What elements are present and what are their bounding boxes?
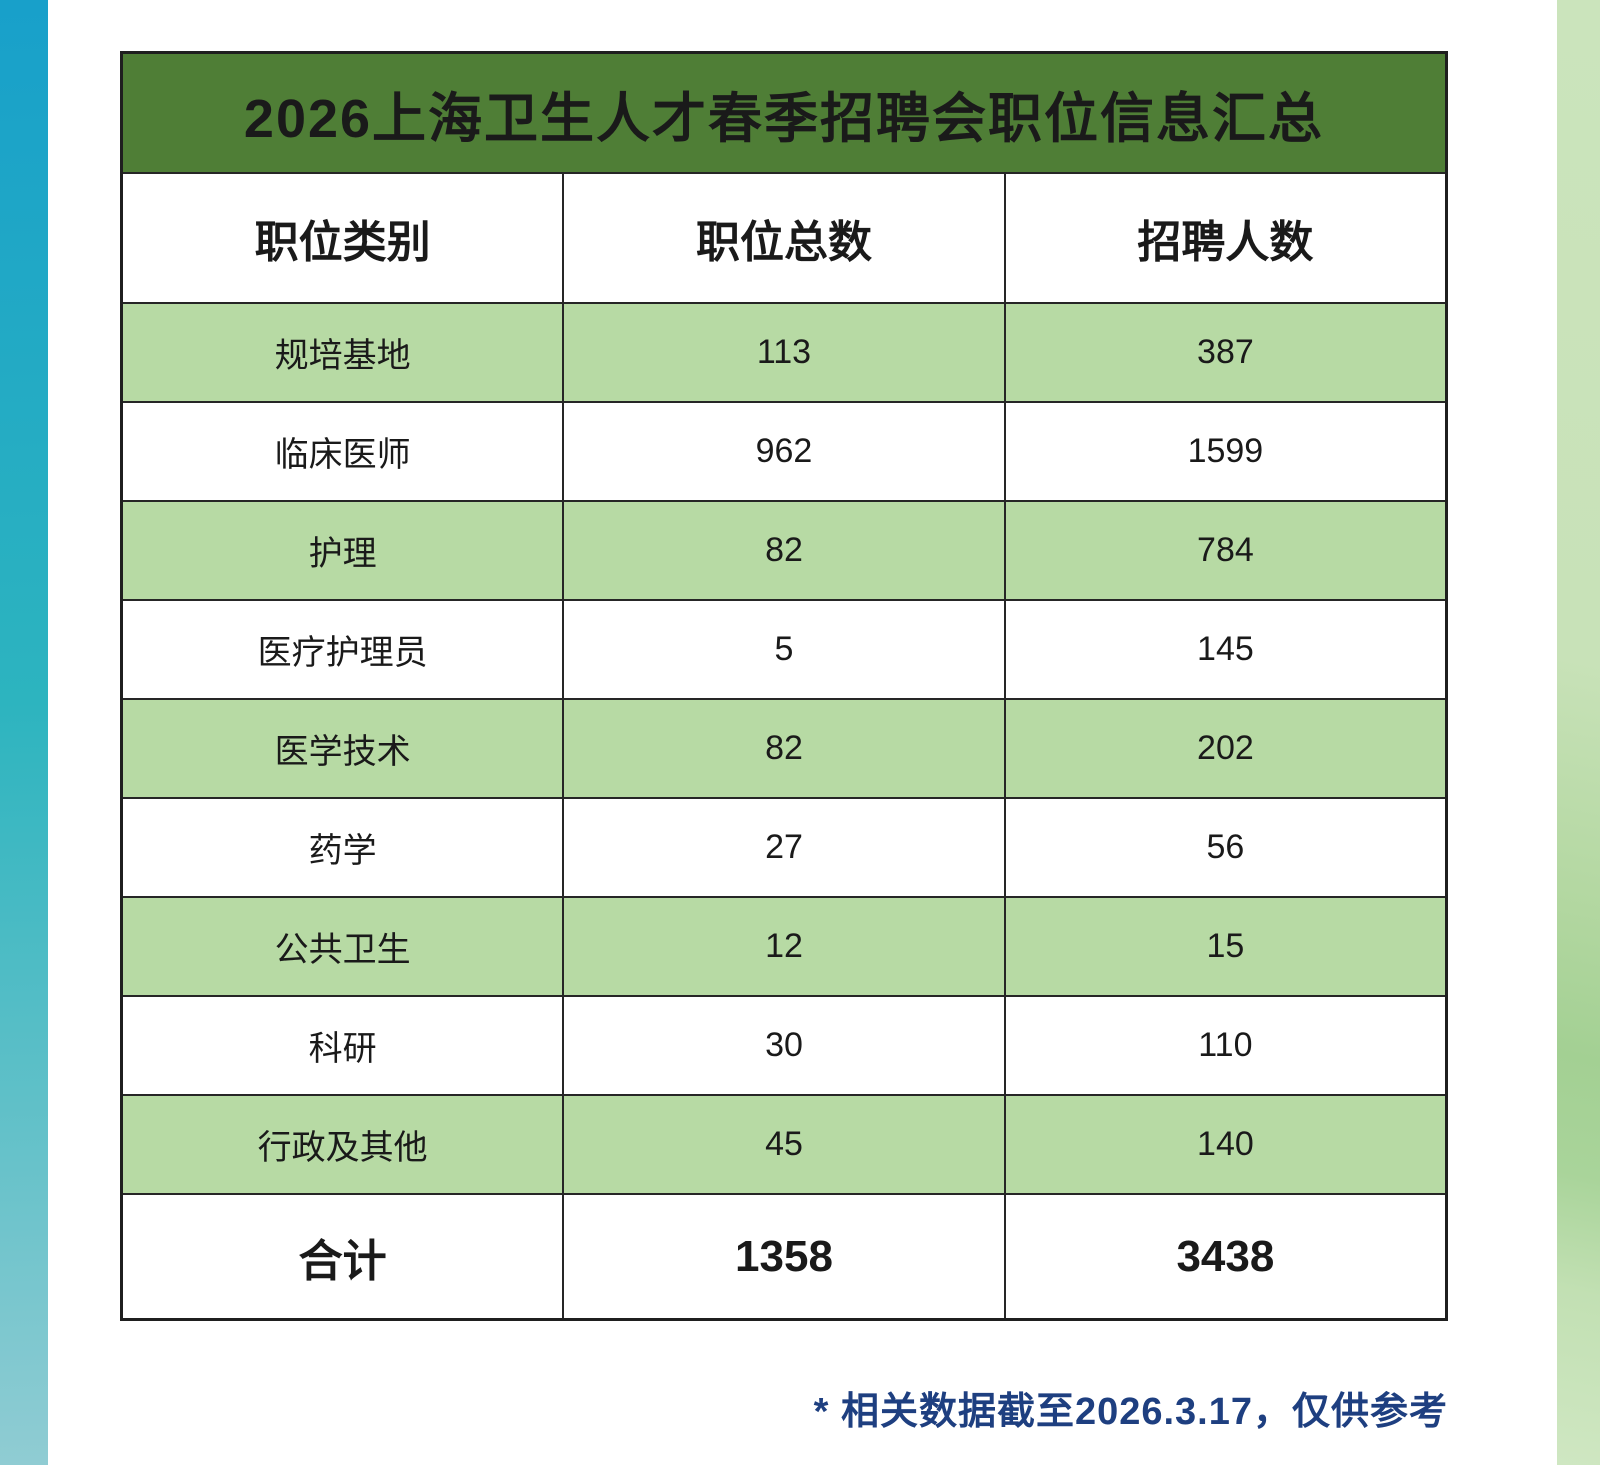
table-row: 药学 27 56	[120, 797, 1448, 898]
table-row: 科研 30 110	[120, 995, 1448, 1096]
table-row: 公共卫生 12 15	[120, 896, 1448, 997]
cell-recruits: 15	[1003, 896, 1448, 997]
data-cutoff-footnote: * 相关数据截至2026.3.17，仅供参考	[813, 1391, 1448, 1433]
column-header-recruits: 招聘人数	[1003, 172, 1448, 304]
table-row: 临床医师 962 1599	[120, 401, 1448, 502]
cell-positions: 12	[562, 896, 1006, 997]
cell-recruits: 110	[1003, 995, 1448, 1096]
table-row: 行政及其他 45 140	[120, 1094, 1448, 1195]
cell-recruits: 140	[1003, 1094, 1448, 1195]
title-bar: 2026上海卫生人才春季招聘会职位信息汇总	[120, 51, 1448, 174]
right-gradient-strip	[1557, 0, 1600, 1465]
cell-category: 公共卫生	[120, 896, 565, 997]
cell-category: 规培基地	[120, 302, 565, 403]
cell-category: 医疗护理员	[120, 599, 565, 700]
cell-positions: 27	[562, 797, 1006, 898]
total-positions: 1358	[562, 1193, 1006, 1321]
page-title: 2026上海卫生人才春季招聘会职位信息汇总	[120, 51, 1448, 174]
cell-category: 医学技术	[120, 698, 565, 799]
recruitment-summary-table: 2026上海卫生人才春季招聘会职位信息汇总 职位类别 职位总数 招聘人数 规培基…	[120, 51, 1448, 1321]
cell-positions: 82	[562, 500, 1006, 601]
table-row: 规培基地 113 387	[120, 302, 1448, 403]
cell-recruits: 145	[1003, 599, 1448, 700]
cell-recruits: 387	[1003, 302, 1448, 403]
cell-recruits: 56	[1003, 797, 1448, 898]
table-row: 医疗护理员 5 145	[120, 599, 1448, 700]
table-total-row: 合计 1358 3438	[120, 1193, 1448, 1321]
column-header-positions: 职位总数	[562, 172, 1006, 304]
cell-positions: 962	[562, 401, 1006, 502]
cell-category: 护理	[120, 500, 565, 601]
cell-recruits: 784	[1003, 500, 1448, 601]
cell-category: 药学	[120, 797, 565, 898]
cell-recruits: 202	[1003, 698, 1448, 799]
table-row: 医学技术 82 202	[120, 698, 1448, 799]
cell-category: 临床医师	[120, 401, 565, 502]
table-row: 护理 82 784	[120, 500, 1448, 601]
cell-category: 行政及其他	[120, 1094, 565, 1195]
cell-positions: 5	[562, 599, 1006, 700]
table-header-row: 职位类别 职位总数 招聘人数	[120, 172, 1448, 304]
cell-positions: 45	[562, 1094, 1006, 1195]
cell-positions: 113	[562, 302, 1006, 403]
cell-category: 科研	[120, 995, 565, 1096]
cell-positions: 30	[562, 995, 1006, 1096]
left-gradient-strip	[0, 0, 48, 1465]
cell-recruits: 1599	[1003, 401, 1448, 502]
total-label: 合计	[120, 1193, 565, 1321]
total-recruits: 3438	[1003, 1193, 1448, 1321]
cell-positions: 82	[562, 698, 1006, 799]
column-header-category: 职位类别	[120, 172, 565, 304]
